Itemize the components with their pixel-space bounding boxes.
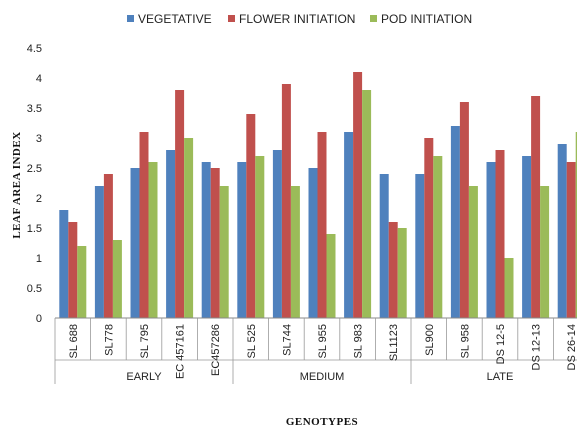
bar-vegetative-ds-26-14 <box>557 144 567 318</box>
bar-vegetative-sl-525 <box>237 162 247 318</box>
bar-pod-initiation-sl900 <box>433 156 443 318</box>
bar-pod-initiation-sl1123 <box>397 228 407 318</box>
category-label-sl-795: SL 795 <box>139 324 151 358</box>
category-label-sl-958: SL 958 <box>459 324 471 358</box>
bar-vegetative-sl1123 <box>379 174 389 318</box>
bar-vegetative-ec-457161 <box>166 150 176 318</box>
bar-pod-initiation-sl744 <box>290 186 300 318</box>
y-tick-label: 4.5 <box>27 43 42 55</box>
legend-label-pod-initiation: POD INITIATION <box>381 12 472 26</box>
category-label-ec-457161: EC 457161 <box>175 324 187 379</box>
bar-flower-initiation-ds-12-13 <box>531 96 541 318</box>
bar-vegetative-sl778 <box>94 186 104 318</box>
bar-pod-initiation-ds-26-14 <box>575 132 577 318</box>
bar-vegetative-sl-795 <box>130 168 140 318</box>
bar-pod-initiation-sl-525 <box>255 156 265 318</box>
bar-flower-initiation-ec-457161 <box>175 90 185 318</box>
y-tick-label: 0 <box>36 313 42 325</box>
bar-vegetative-sl-983 <box>344 132 354 318</box>
bar-vegetative-sl-688 <box>59 210 69 318</box>
bar-flower-initiation-sl-983 <box>353 72 363 318</box>
y-tick-label: 2 <box>36 193 42 205</box>
y-axis-title: LEAF AREA INDEX <box>11 131 23 238</box>
bar-pod-initiation-sl-688 <box>77 246 87 318</box>
bars <box>59 72 577 318</box>
category-label-sl-983: SL 983 <box>353 324 365 358</box>
bar-flower-initiation-sl-958 <box>459 102 469 318</box>
bar-pod-initiation-ds-12-13 <box>540 186 550 318</box>
category-label-sl778: SL778 <box>103 324 115 356</box>
category-label-ds-26-14: DS 26-14 <box>566 324 577 370</box>
bar-pod-initiation-sl-958 <box>468 186 478 318</box>
bar-flower-initiation-ds-26-14 <box>566 162 576 318</box>
bar-vegetative-sl-955 <box>308 168 318 318</box>
bar-flower-initiation-sl778 <box>103 174 113 318</box>
bar-flower-initiation-sl744 <box>281 84 291 318</box>
legend-swatch-pod-initiation <box>370 15 377 22</box>
bar-flower-initiation-sl-525 <box>246 114 256 318</box>
bar-pod-initiation-sl-795 <box>148 162 158 318</box>
category-labels: SL 688 SL778 SL 795 EC 457161 EC457286 SL 525… <box>68 324 577 379</box>
legend-label-vegetative: VEGETATIVE <box>138 12 212 26</box>
bar-vegetative-sl-958 <box>450 126 460 318</box>
legend-swatch-vegetative <box>127 15 134 22</box>
category-label-sl-955: SL 955 <box>317 324 329 358</box>
y-axis-ticks: 0 0.5 1 1.5 2 2.5 3 3.5 4 4.5 <box>27 43 42 325</box>
group-label-early: EARLY <box>126 371 162 383</box>
category-label-sl-688: SL 688 <box>68 324 80 358</box>
bar-vegetative-ds-12-5 <box>486 162 496 318</box>
bar-vegetative-sl900 <box>415 174 425 318</box>
bar-pod-initiation-sl-983 <box>362 90 372 318</box>
bar-pod-initiation-sl-955 <box>326 234 336 318</box>
axes <box>54 317 577 384</box>
bar-flower-initiation-ec457286 <box>210 168 220 318</box>
group-labels: EARLY MEDIUM LATE <box>126 371 513 383</box>
category-label-sl744: SL744 <box>281 324 293 356</box>
bar-flower-initiation-sl900 <box>424 138 434 318</box>
bar-pod-initiation-ec-457161 <box>184 138 194 318</box>
category-label-sl1123: SL1123 <box>388 324 400 361</box>
y-tick-label: 4 <box>36 73 42 85</box>
category-label-ds-12-5: DS 12-5 <box>495 324 507 364</box>
bar-vegetative-sl744 <box>272 150 282 318</box>
y-tick-label: 2.5 <box>27 163 42 175</box>
group-label-late: LATE <box>487 371 514 383</box>
x-axis-title: GENOTYPES <box>286 416 358 428</box>
bar-pod-initiation-ds-12-5 <box>504 258 514 318</box>
bar-flower-initiation-sl-688 <box>68 222 78 318</box>
bar-pod-initiation-sl778 <box>112 240 122 318</box>
category-label-ec457286: EC457286 <box>210 324 222 376</box>
legend: VEGETATIVE FLOWER INITIATION POD INITIATIO… <box>127 12 472 26</box>
bar-flower-initiation-ds-12-5 <box>495 150 505 318</box>
y-tick-label: 0.5 <box>27 283 42 295</box>
y-tick-label: 3.5 <box>27 103 42 115</box>
category-label-sl-525: SL 525 <box>246 324 258 358</box>
bar-flower-initiation-sl1123 <box>388 222 398 318</box>
bar-vegetative-ec457286 <box>201 162 211 318</box>
category-label-sl900: SL900 <box>424 324 436 356</box>
group-label-medium: MEDIUM <box>300 371 345 383</box>
y-tick-label: 3 <box>36 133 42 145</box>
y-tick-label: 1 <box>36 253 42 265</box>
y-tick-label: 1.5 <box>27 223 42 235</box>
bar-flower-initiation-sl-955 <box>317 132 327 318</box>
category-label-ds-12-13: DS 12-13 <box>531 324 543 370</box>
bar-vegetative-ds-12-13 <box>522 156 532 318</box>
bar-flower-initiation-sl-795 <box>139 132 149 318</box>
legend-label-flower-initiation: FLOWER INITIATION <box>239 12 355 26</box>
bar-pod-initiation-ec457286 <box>219 186 229 318</box>
legend-swatch-flower-initiation <box>228 15 235 22</box>
